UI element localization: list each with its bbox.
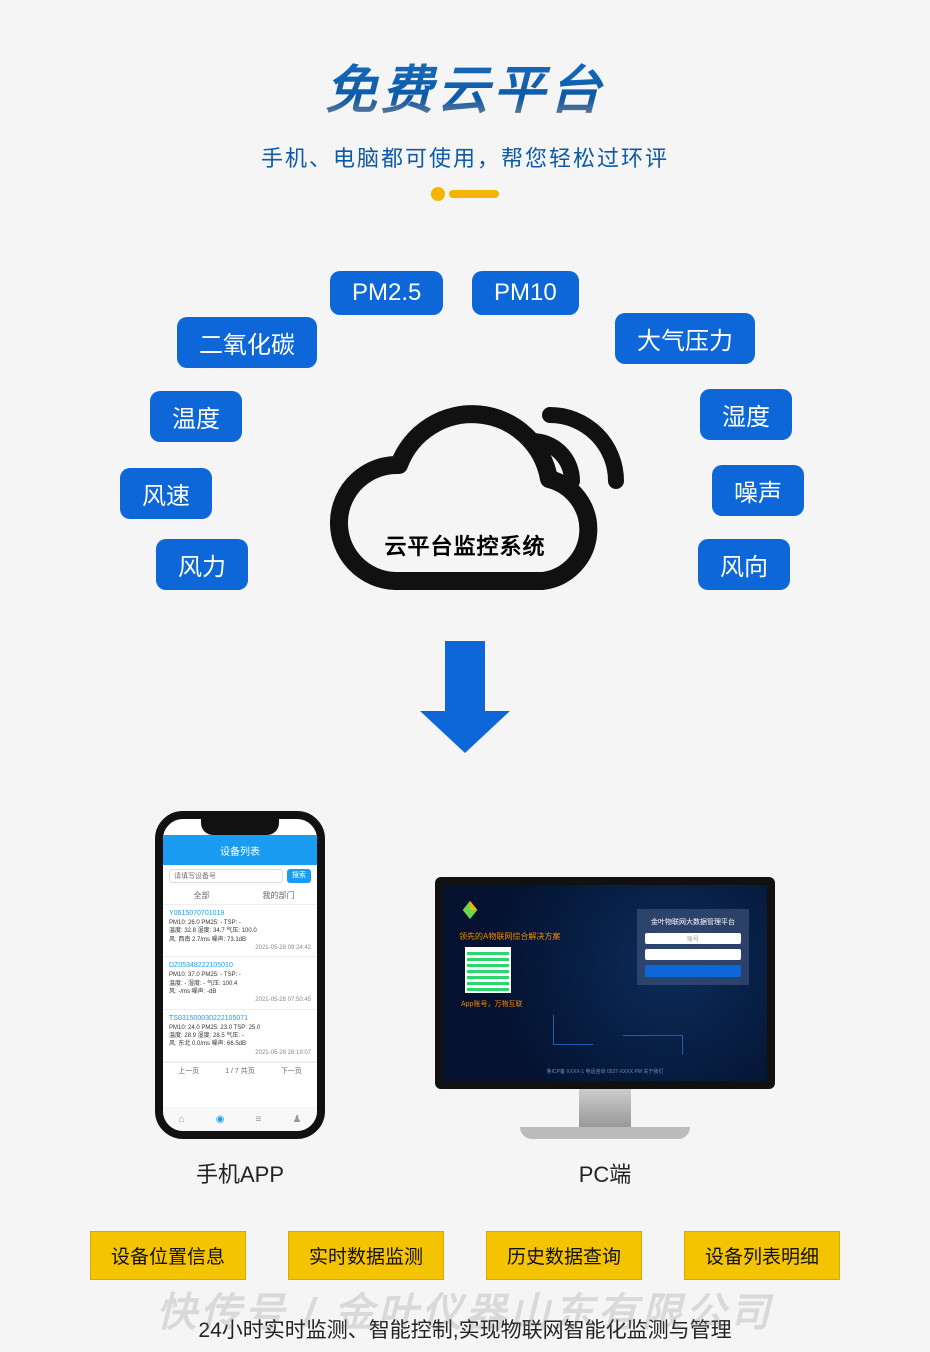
phone-tab-all[interactable]: 全部: [163, 887, 240, 905]
device-list-item[interactable]: DZ05348222105010PM10: 37.0 PM25: - TSP: …: [163, 957, 317, 1009]
nav-grid-icon[interactable]: ◉: [216, 1114, 225, 1125]
monitor-mock: 领先的A物联网综合解决方案 App账号，万物互联 金叶物联网大数据管理平台 账号…: [435, 877, 775, 1139]
param-chip-windspeed: 风速: [120, 468, 212, 519]
phone-search-button[interactable]: 搜索: [287, 869, 311, 883]
qr-code-icon: [465, 947, 511, 993]
param-chip-humidity: 湿度: [700, 389, 792, 440]
phone-bottom-nav: ⌂ ◉ ≡ ♟: [163, 1107, 317, 1131]
param-chip-pm25: PM2.5: [330, 271, 443, 315]
pager-info: 1 / 7 共页: [214, 1062, 265, 1079]
monitor-slogan: 领先的A物联网综合解决方案: [459, 931, 560, 942]
pc-label: PC端: [579, 1157, 632, 1189]
nav-chart-icon[interactable]: ≡: [256, 1114, 262, 1125]
phone-label: 手机APP: [196, 1157, 284, 1189]
watermark: 快传号 / 金叶仪器山东有限公司: [0, 1280, 930, 1338]
monitor-logo-icon: [459, 899, 481, 921]
devices-row: 设备列表 搜索 全部 我的部门 Y0615070701019PM10: 26.0…: [0, 811, 930, 1189]
arrow-down-icon: [445, 641, 510, 753]
phone-mock: 设备列表 搜索 全部 我的部门 Y0615070701019PM10: 26.0…: [155, 811, 325, 1139]
page-title: 免费云平台: [0, 0, 930, 123]
param-chip-temperature: 温度: [150, 391, 242, 442]
pager-next[interactable]: 下一页: [266, 1062, 317, 1079]
accent-decoration: [0, 187, 930, 201]
monitor-footer: 鲁ICP备 XXXX-1 电话咨询 0537-XXXX PM 关于我们: [443, 1068, 767, 1075]
device-list-item[interactable]: TS031500030222105071PM10: 24.0 PM25: 23.…: [163, 1010, 317, 1062]
nav-user-icon[interactable]: ♟: [292, 1114, 301, 1125]
feature-chip-0: 设备位置信息: [90, 1231, 246, 1280]
param-chip-noise: 噪声: [712, 465, 804, 516]
login-title: 金叶物联网大数据管理平台: [645, 917, 741, 927]
login-user-field[interactable]: 账号: [645, 933, 741, 944]
cloud-icon: 云平台监控系统: [300, 351, 630, 611]
monitor-app-hint: App账号，万物互联: [461, 999, 522, 1009]
login-button[interactable]: [645, 965, 741, 977]
feature-chip-2: 历史数据查询: [486, 1231, 642, 1280]
param-chip-winddir: 风向: [698, 539, 790, 590]
feature-row: 设备位置信息实时数据监测历史数据查询设备列表明细: [0, 1231, 930, 1280]
feature-chip-1: 实时数据监测: [288, 1231, 444, 1280]
pager-prev[interactable]: 上一页: [163, 1062, 214, 1079]
feature-chip-3: 设备列表明细: [684, 1231, 840, 1280]
param-chip-pressure: 大气压力: [615, 313, 755, 364]
device-list-item[interactable]: Y0615070701019PM10: 26.0 PM25: - TSP: -温…: [163, 905, 317, 957]
cloud-label: 云平台监控系统: [300, 529, 630, 561]
phone-search-input[interactable]: [169, 869, 283, 883]
login-box: 金叶物联网大数据管理平台 账号: [637, 909, 749, 985]
login-pass-field[interactable]: [645, 949, 741, 960]
nav-home-icon[interactable]: ⌂: [179, 1114, 185, 1125]
param-chip-pm10: PM10: [472, 271, 579, 315]
param-chip-co2: 二氧化碳: [177, 317, 317, 368]
phone-tab-dept[interactable]: 我的部门: [240, 887, 317, 905]
cloud-diagram: 云平台监控系统 PM2.5 PM10 二氧化碳 大气压力温度 湿度风速 噪声风力 风向: [0, 271, 930, 701]
phone-topbar: 设备列表: [163, 835, 317, 865]
page-subtitle: 手机、电脑都可使用，帮您轻松过环评: [0, 141, 930, 173]
param-chip-windforce: 风力: [156, 539, 248, 590]
